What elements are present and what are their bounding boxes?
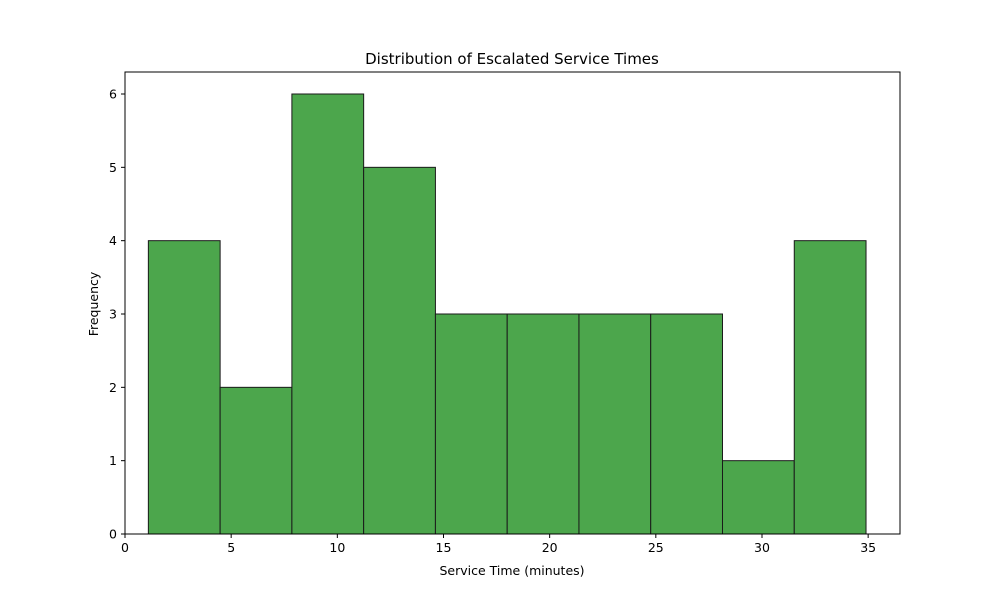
y-tick-label: 1 [109, 453, 117, 468]
x-tick-label: 10 [329, 540, 345, 555]
axes-frame [124, 71, 901, 535]
histogram-bar [363, 166, 436, 535]
x-tick-label: 5 [227, 540, 235, 555]
histogram-bar [219, 386, 293, 535]
y-tick-label: 4 [109, 233, 117, 248]
x-tick-label: 15 [436, 540, 452, 555]
histogram-bar [434, 313, 508, 535]
histogram-bar [721, 460, 795, 535]
histogram-bar [650, 313, 723, 535]
y-tick-label: 5 [109, 160, 117, 175]
x-tick-label: 35 [860, 540, 876, 555]
x-axis-label: Service Time (minutes) [439, 563, 584, 578]
y-tick-label: 6 [109, 87, 117, 102]
chart-title: Distribution of Escalated Service Times [365, 50, 659, 68]
histogram-bar [793, 240, 867, 535]
y-tick-label: 0 [109, 527, 117, 542]
y-axis-ticks: 0 1 2 3 4 5 6 [109, 87, 125, 542]
x-tick-label: 20 [542, 540, 558, 555]
x-tick-label: 0 [121, 540, 129, 555]
histogram-bar [147, 240, 221, 535]
histogram-bar [578, 313, 652, 535]
x-tick-label: 30 [754, 540, 770, 555]
y-tick-label: 2 [109, 380, 117, 395]
histogram-bar [291, 93, 365, 535]
x-tick-label: 25 [648, 540, 664, 555]
x-axis-ticks: 0 5 10 15 20 25 30 35 [121, 534, 876, 555]
y-axis-label: Frequency [86, 271, 101, 336]
bars-layer [147, 93, 867, 535]
histogram-bar [506, 313, 580, 535]
y-tick-label: 3 [109, 307, 117, 322]
